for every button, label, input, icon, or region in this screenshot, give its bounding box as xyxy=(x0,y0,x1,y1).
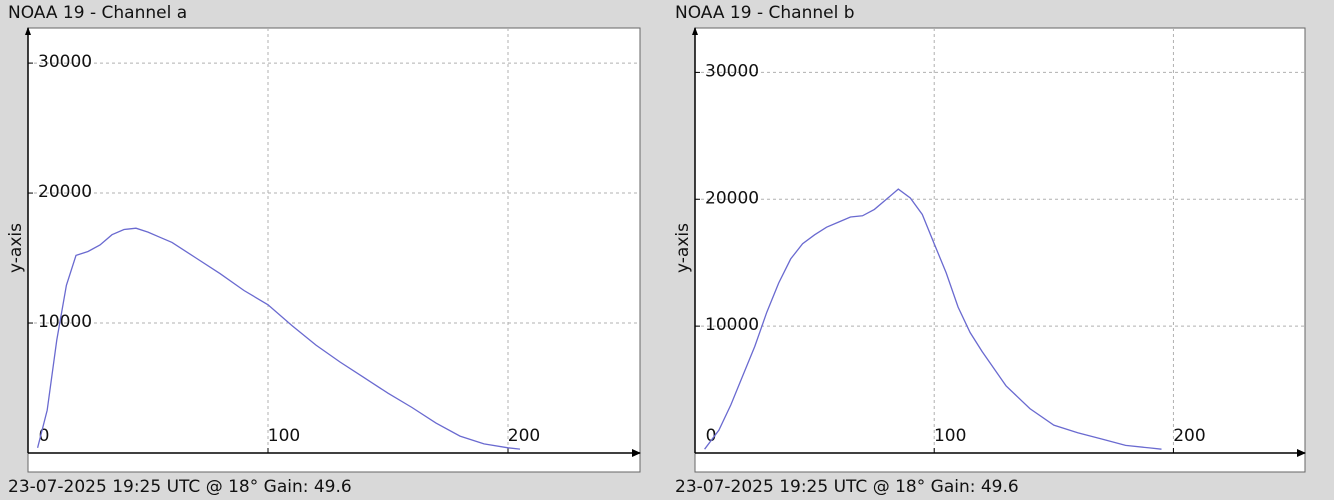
data-line xyxy=(36,227,521,450)
chart-panel: NOAA 19 - Channel a 23-07-2025 19:25 UTC … xyxy=(6,3,641,497)
y-tick-label: 30000 xyxy=(705,61,759,81)
plot-area xyxy=(694,27,1306,473)
plot-area xyxy=(27,27,641,473)
y-tick-label: 10000 xyxy=(705,315,759,335)
x-tick-label: 200 xyxy=(1173,426,1205,446)
footer: 23-07-2025 19:25 UTC @ 18° Gain: 49.6 xyxy=(675,477,1019,497)
x-tick-label: 100 xyxy=(934,426,966,446)
y-tick-label: 20000 xyxy=(38,182,92,202)
y-tick-label: 10000 xyxy=(38,312,92,332)
x-axis-arrow xyxy=(632,449,641,457)
chart-panel: NOAA 19 - Channel b 23-07-2025 19:25 UTC … xyxy=(673,3,1306,497)
x-tick-label: 200 xyxy=(508,426,540,446)
chart-title: NOAA 19 - Channel a xyxy=(8,3,187,23)
x-axis-arrow xyxy=(1297,449,1306,457)
data-line xyxy=(704,188,1162,450)
footer: 23-07-2025 19:25 UTC @ 18° Gain: 49.6 xyxy=(8,477,352,497)
x-tick-label: 0 xyxy=(39,426,50,446)
x-tick-label: 0 xyxy=(706,426,717,446)
y-axis-label: y-axis xyxy=(673,223,693,273)
x-tick-label: 100 xyxy=(268,426,300,446)
y-tick-label: 30000 xyxy=(38,52,92,72)
y-tick-label: 20000 xyxy=(705,188,759,208)
y-axis-arrow xyxy=(692,27,698,35)
chart-title: NOAA 19 - Channel b xyxy=(675,3,855,23)
y-axis-arrow xyxy=(25,27,31,35)
y-axis-label: y-axis xyxy=(6,223,26,273)
